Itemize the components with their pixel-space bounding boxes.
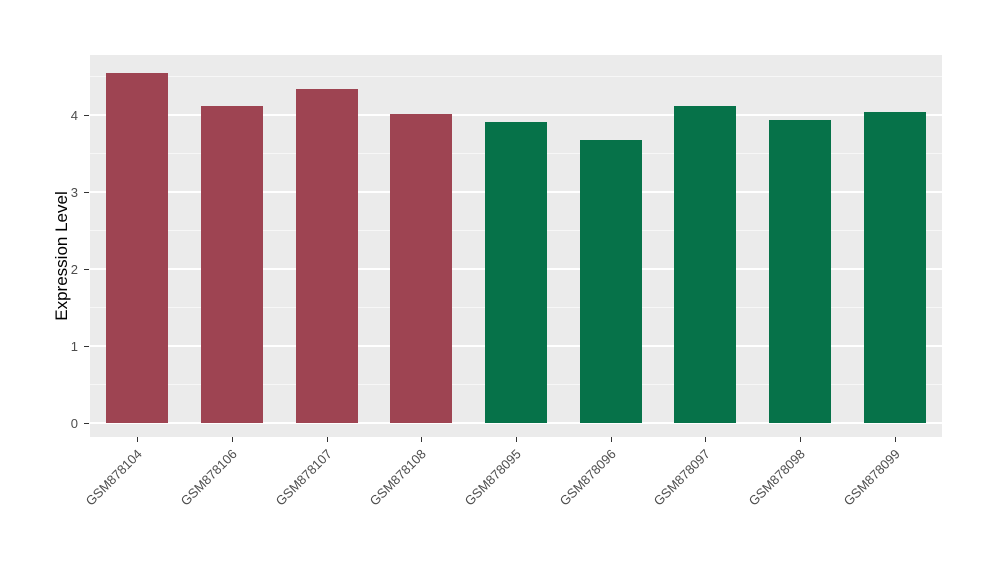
x-tick-mark [800, 437, 801, 442]
x-tick-label-GSM878098: GSM878098 [745, 446, 808, 509]
y-tick-mark [84, 115, 89, 117]
y-tick-mark [84, 192, 89, 194]
gridline-major [90, 114, 942, 117]
x-tick-mark [326, 437, 328, 442]
x-tick-label-GSM878099: GSM878099 [840, 446, 903, 509]
x-tick-label-GSM878097: GSM878097 [651, 446, 714, 509]
x-tick-label-GSM878106: GSM878106 [177, 446, 240, 509]
y-tick-mark [84, 269, 89, 271]
y-tick-label: 1 [70, 338, 78, 354]
y-tick-mark [84, 423, 89, 424]
y-tick-label: 3 [70, 184, 78, 200]
x-tick-label-GSM878095: GSM878095 [461, 446, 524, 509]
x-tick-mark [421, 437, 423, 442]
bar-GSM878106 [200, 105, 263, 423]
x-tick-mark [705, 437, 707, 442]
gridline-major [90, 422, 942, 424]
bar-GSM878104 [106, 72, 169, 423]
x-tick-label-GSM878108: GSM878108 [367, 446, 430, 509]
bar-GSM878097 [674, 105, 737, 423]
bar-GSM878096 [579, 140, 642, 423]
bar-GSM878107 [295, 88, 358, 423]
x-tick-mark [232, 437, 233, 442]
x-tick-mark [894, 437, 896, 442]
x-tick-mark [137, 437, 139, 442]
gridline-minor [90, 76, 942, 78]
y-tick-label: 0 [70, 415, 78, 431]
bar-GSM878095 [484, 121, 547, 423]
x-tick-label-GSM878096: GSM878096 [556, 446, 619, 509]
plot-panel [90, 55, 942, 437]
y-tick-label: 4 [70, 107, 78, 123]
x-tick-label-GSM878107: GSM878107 [272, 446, 335, 509]
y-tick-mark [84, 346, 89, 347]
bar-GSM878108 [390, 113, 453, 423]
x-tick-mark [610, 437, 612, 442]
bar-GSM878098 [768, 119, 831, 423]
x-tick-label-GSM878104: GSM878104 [83, 446, 146, 509]
x-tick-mark [516, 437, 517, 442]
bar-GSM878099 [863, 111, 926, 423]
y-tick-label: 2 [70, 261, 78, 277]
